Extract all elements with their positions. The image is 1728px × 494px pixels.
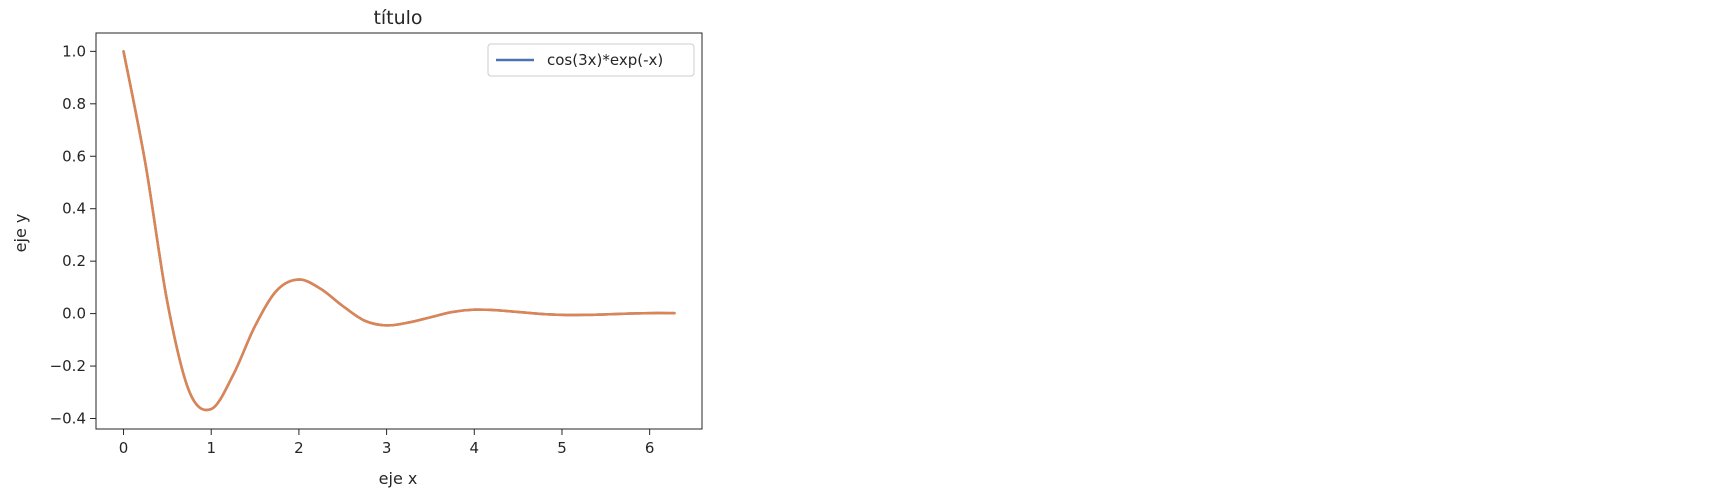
series-line-2 (122, 50, 676, 412)
x-tick-label: 4 (470, 439, 480, 457)
y-tick-label: 0.4 (62, 200, 86, 218)
legend: cos(3x)*exp(-x) (487, 43, 695, 77)
x-tick-label: 1 (206, 439, 216, 457)
x-tick-label: 5 (557, 439, 567, 457)
chart-title: título (373, 7, 422, 29)
y-tick-label: −0.4 (50, 410, 86, 428)
x-tick-label: 0 (119, 439, 129, 457)
y-axis-label: eje y (11, 214, 30, 253)
y-tick-label: 0.6 (62, 147, 86, 165)
legend-box (487, 43, 695, 77)
y-tick-label: 0.8 (62, 95, 86, 113)
y-tick-label: 0.2 (62, 252, 86, 270)
series-lines (122, 50, 676, 412)
plot-area-frame (95, 32, 703, 430)
x-tick-label: 2 (294, 439, 304, 457)
y-tick-label: −0.2 (50, 357, 86, 375)
x-axis-ticks: 0 1 2 3 4 5 6 (119, 429, 655, 457)
x-tick-label: 6 (645, 439, 655, 457)
x-tick-label: 3 (382, 439, 392, 457)
legend-label-cos-exp: cos(3x)*exp(-x) (547, 51, 663, 69)
y-tick-label: 1.0 (62, 42, 86, 60)
y-tick-label: 0.0 (62, 305, 86, 323)
y-axis-ticks: −0.4 −0.2 0.0 0.2 0.4 0.6 0.8 1.0 (50, 42, 96, 428)
x-axis-label: eje x (379, 469, 418, 488)
